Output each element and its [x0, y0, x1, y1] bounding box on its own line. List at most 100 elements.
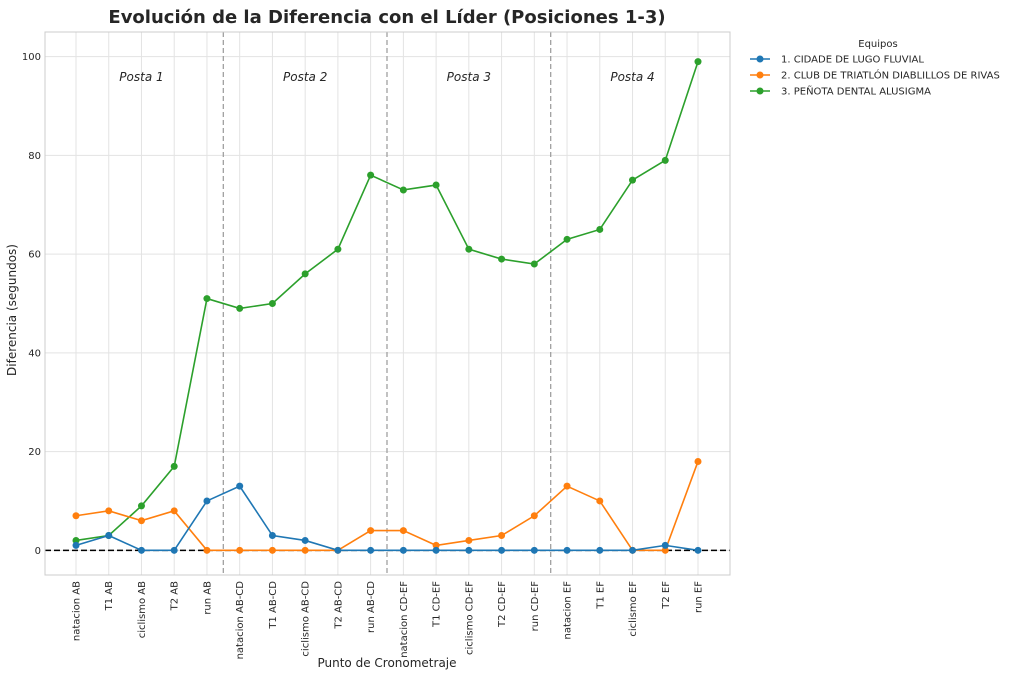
x-tick-label: run AB-CD [366, 581, 377, 633]
y-tick-label: 0 [35, 546, 41, 557]
data-point [661, 546, 669, 554]
data-point [498, 546, 506, 554]
x-tick-label: natacion AB [72, 581, 83, 641]
x-tick-label: ciclismo AB [137, 581, 148, 638]
data-point [137, 546, 145, 554]
y-tick-label: 80 [28, 151, 41, 162]
data-point [170, 462, 178, 470]
section-labels: Posta 1 Posta 2 Posta 3 Posta 4 [119, 70, 654, 84]
legend-entry: 1. CIDADE DE LUGO FLUVIAL [781, 55, 924, 66]
data-point [301, 546, 309, 554]
legend-entry: 2. CLUB DE TRIATLÓN DIABLILLOS DE RIVAS [781, 69, 1000, 82]
data-point [465, 536, 473, 544]
data-point [563, 235, 571, 243]
section-dividers [222, 32, 552, 575]
legend-marker [756, 55, 764, 63]
legend: Equipos 1. CIDADE DE LUGO FLUVIAL 2. CLUB… [750, 39, 1000, 98]
legend-marker [756, 71, 764, 79]
series-group [72, 58, 702, 554]
data-point [334, 245, 342, 253]
x-axis-ticks: natacion AB T1 AB ciclismo AB T2 AB run AB na… [72, 581, 705, 660]
data-point [694, 546, 702, 554]
data-point [563, 482, 571, 490]
y-axis-label: Diferencia (segundos) [5, 244, 19, 376]
x-tick-label: ciclismo EF [628, 581, 639, 637]
data-point [399, 186, 407, 194]
data-point [203, 546, 211, 554]
data-point [137, 517, 145, 525]
x-tick-label: T1 CD-EF [432, 581, 443, 628]
data-point [629, 176, 637, 184]
data-point [170, 507, 178, 515]
section-label: Posta 2 [283, 70, 327, 84]
data-point [629, 546, 637, 554]
x-tick-label: run EF [694, 581, 705, 613]
data-point [399, 546, 407, 554]
chart-title: Evolución de la Diferencia con el Líder … [108, 7, 665, 28]
data-point [72, 541, 80, 549]
x-tick-label: run AB [202, 581, 213, 615]
plot-frame [44, 31, 731, 576]
data-point [268, 532, 276, 540]
x-tick-label: T2 EF [661, 581, 672, 610]
data-point [268, 300, 276, 307]
data-point [72, 536, 80, 544]
x-tick-label: ciclismo AB-CD [301, 581, 312, 657]
legend-entry: 3. PEÑOTA DENTAL ALUSIGMA [781, 85, 931, 98]
x-tick-label: T2 AB [170, 581, 181, 611]
data-point [399, 527, 407, 535]
x-axis-label: Punto de Cronometraje [317, 656, 456, 670]
data-point [694, 58, 702, 66]
data-point [236, 546, 244, 554]
x-tick-label: T1 AB-CD [268, 581, 279, 630]
section-label: Posta 1 [119, 70, 163, 84]
data-point [661, 541, 669, 549]
legend-title: Equipos [858, 39, 897, 50]
data-point [268, 546, 276, 554]
data-point [465, 245, 473, 253]
y-tick-label: 20 [28, 447, 41, 458]
data-point [105, 507, 113, 515]
data-point [465, 546, 473, 554]
data-point [530, 260, 538, 268]
data-point [236, 304, 244, 312]
data-point [367, 546, 375, 554]
data-point [105, 532, 113, 540]
y-axis-ticks: 0 20 40 60 80 100 [22, 52, 41, 557]
series-line [75, 485, 699, 552]
x-tick-label: natacion AB-CD [235, 581, 246, 660]
data-point [498, 255, 506, 263]
data-point [72, 512, 80, 520]
data-point [236, 482, 244, 490]
y-tick-label: 100 [22, 52, 41, 63]
data-point [203, 497, 211, 505]
series [72, 482, 702, 554]
data-point [530, 546, 538, 554]
x-tick-label: T1 EF [595, 581, 606, 610]
y-tick-label: 40 [28, 348, 41, 359]
x-tick-label: T2 CD-EF [497, 581, 508, 628]
data-point [137, 502, 145, 510]
data-point [301, 536, 309, 544]
x-tick-label: natacion EF [563, 581, 574, 640]
series-line [75, 61, 699, 542]
data-point [170, 546, 178, 554]
x-tick-label: T2 AB-CD [333, 581, 344, 630]
x-tick-label: ciclismo CD-EF [464, 581, 475, 655]
data-point [498, 532, 506, 540]
data-point [596, 546, 604, 554]
data-point [334, 546, 342, 554]
data-point [661, 156, 669, 164]
data-point [432, 541, 440, 549]
x-tick-label: natacion CD-EF [399, 581, 410, 658]
legend-marker [756, 87, 764, 95]
data-point [367, 527, 375, 535]
x-tick-label: run CD-EF [530, 581, 541, 632]
section-label: Posta 3 [447, 70, 491, 84]
data-point [530, 512, 538, 520]
data-point [367, 171, 375, 179]
y-tick-label: 60 [28, 250, 41, 261]
data-point [563, 546, 571, 554]
section-label: Posta 4 [610, 70, 654, 84]
